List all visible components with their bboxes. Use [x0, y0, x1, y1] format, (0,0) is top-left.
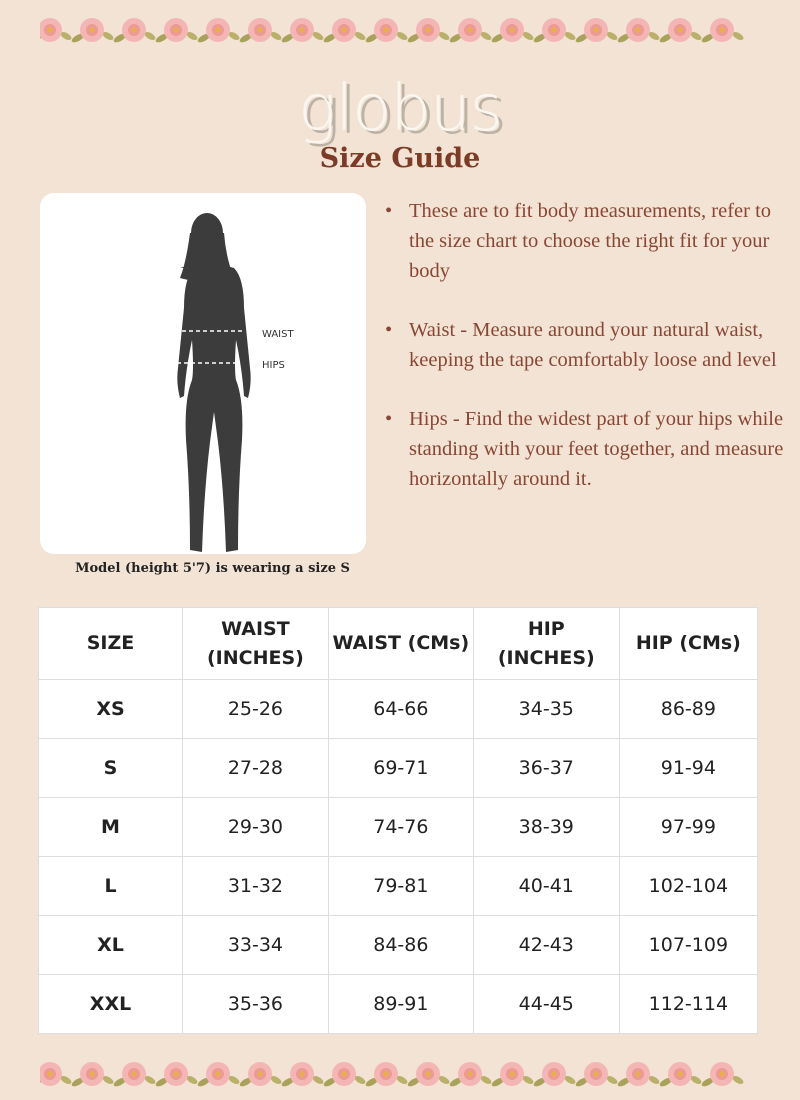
table-cell: S [38, 738, 183, 798]
brand-logo: globus [298, 72, 503, 146]
table-cell: 25-26 [182, 679, 329, 739]
table-cell: M [38, 797, 183, 857]
table-cell: XL [38, 915, 183, 975]
table-cell: 64-66 [327, 679, 474, 739]
size-chart-table: SIZE WAIST (INCHES) WAIST (CMs) HIP (INC… [38, 607, 759, 1034]
table-row: M 29-30 74-76 38-39 97-99 [38, 797, 759, 857]
floral-border-top [29, 2, 760, 52]
table-cell: 27-28 [182, 738, 329, 798]
table-row: XXL 35-36 89-91 44-45 112-114 [38, 974, 759, 1034]
measurement-instructions: These are to fit body measurements, refe… [385, 196, 785, 523]
table-cell: 89-91 [327, 974, 474, 1034]
instruction-item: Hips - Find the widest part of your hips… [385, 404, 785, 494]
header-hip-inches: HIP (INCHES) [472, 607, 620, 680]
table-row: XL 33-34 84-86 42-43 107-109 [38, 915, 759, 975]
table-row: S 27-28 69-71 36-37 91-94 [38, 738, 759, 798]
table-row: L 31-32 79-81 40-41 102-104 [38, 856, 759, 916]
table-cell: 107-109 [618, 915, 759, 975]
model-figure-card: WAIST HIPS [40, 193, 366, 554]
table-cell: 38-39 [472, 797, 620, 857]
floral-border-bottom [29, 1046, 760, 1096]
header-size: SIZE [38, 607, 183, 680]
table-cell: XS [38, 679, 183, 739]
table-cell: 97-99 [618, 797, 759, 857]
waist-label: WAIST [262, 329, 294, 340]
table-cell: XXL [38, 974, 183, 1034]
hips-label: HIPS [262, 360, 285, 371]
table-cell: 33-34 [182, 915, 329, 975]
table-cell: 42-43 [472, 915, 620, 975]
instruction-item: Waist - Measure around your natural wais… [385, 315, 785, 375]
table-cell: 91-94 [618, 738, 759, 798]
header-waist-inches: WAIST (INCHES) [182, 607, 329, 680]
table-cell: 35-36 [182, 974, 329, 1034]
instruction-item: These are to fit body measurements, refe… [385, 196, 785, 286]
table-cell: 34-35 [472, 679, 620, 739]
table-cell: 36-37 [472, 738, 620, 798]
model-caption: Model (height 5'7) is wearing a size S [75, 561, 350, 576]
table-cell: 102-104 [618, 856, 759, 916]
header-waist-cms: WAIST (CMs) [327, 607, 474, 680]
table-cell: 29-30 [182, 797, 329, 857]
body-silhouette-illustration: WAIST HIPS [170, 213, 294, 552]
table-cell: 79-81 [327, 856, 474, 916]
table-header-row: SIZE WAIST (INCHES) WAIST (CMs) HIP (INC… [38, 607, 759, 680]
table-cell: 112-114 [618, 974, 759, 1034]
table-cell: 84-86 [327, 915, 474, 975]
table-cell: 40-41 [472, 856, 620, 916]
page-title: Size Guide [319, 143, 481, 174]
table-cell: 74-76 [327, 797, 474, 857]
table-row: XS 25-26 64-66 34-35 86-89 [38, 679, 759, 739]
table-cell: 69-71 [327, 738, 474, 798]
table-cell: L [38, 856, 183, 916]
table-cell: 31-32 [182, 856, 329, 916]
table-cell: 86-89 [618, 679, 759, 739]
table-cell: 44-45 [472, 974, 620, 1034]
header-hip-cms: HIP (CMs) [618, 607, 759, 680]
